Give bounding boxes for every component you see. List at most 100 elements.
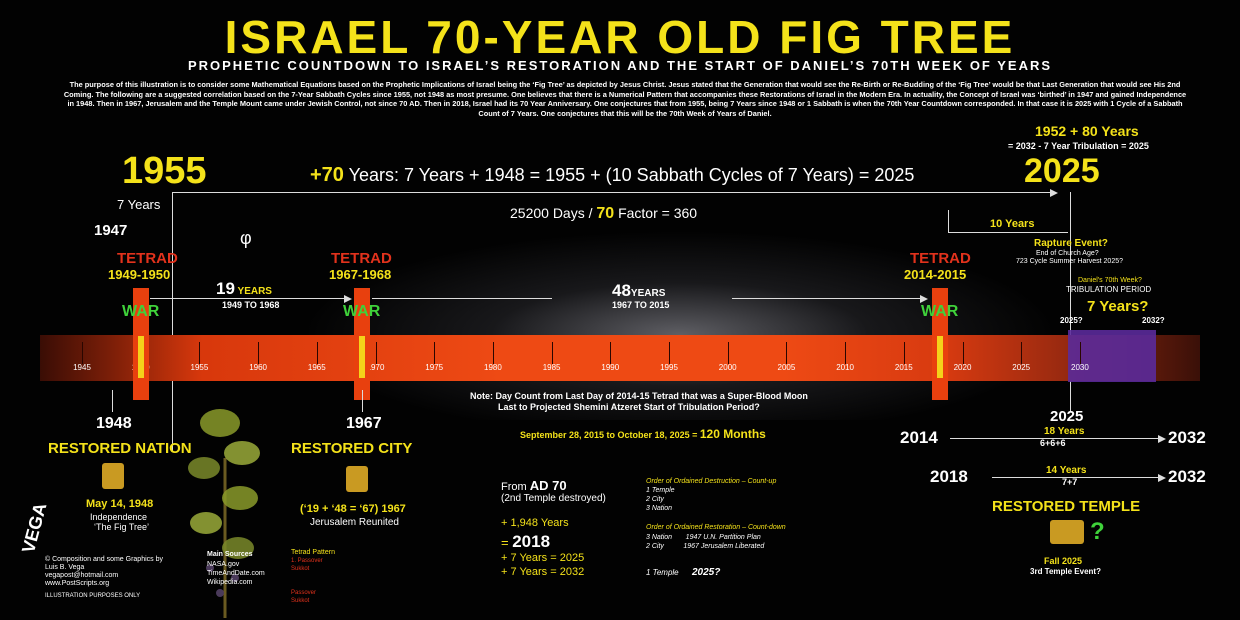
restoration-count: – Count-down [740, 524, 786, 531]
year-2014: 2014 [900, 428, 938, 447]
tribulation-period: TRIBULATION PERIOD [1066, 285, 1152, 294]
timeline-year-label: 1970 [366, 363, 385, 372]
destruction-1: 1 Temple [646, 487, 675, 494]
eighteen-years: 18 Years [1044, 426, 1085, 437]
rapture-label: Rapture Event? [1034, 238, 1108, 249]
span-19-unit: YEARS [234, 286, 272, 297]
temple-1: 1 Temple [646, 568, 679, 577]
plus-1948-years: + 1,948 Years [501, 517, 569, 529]
restored-nation-label: RESTORED NATION [48, 440, 192, 457]
note-line-1: Note: Day Count from Last Day of 2014-15… [470, 391, 808, 401]
tetrad-pattern-4: Sukkot [291, 598, 310, 604]
timeline-tick [316, 342, 318, 364]
timeline-year-label: 1990 [601, 363, 620, 372]
fourteen-years: 14 Years [1046, 465, 1087, 476]
destruction-title: Order of Ordained Destruction [646, 478, 740, 485]
year-2025-below: 2025 [1050, 408, 1084, 425]
timeline-year-label: 2030 [1070, 363, 1089, 372]
tetrad-1-label: TETRAD [117, 250, 178, 267]
span-19: 19 YEARS [216, 279, 272, 299]
span-48: 48YEARS [612, 281, 665, 301]
ad70-text: AD 70 [529, 478, 567, 493]
seven-seven: 7+7 [1062, 477, 1078, 487]
question-mark: ? [1090, 518, 1105, 545]
timeline-year-label: 2005 [777, 363, 796, 372]
timeline-tick [903, 342, 905, 364]
year-2025-drop-line [1070, 192, 1071, 412]
year-1948-label: 1948 [96, 415, 132, 432]
seventy-equation: +70 Years: 7 Years + 1948 = 1955 + (10 S… [310, 164, 914, 187]
tetrad-marker-1967 [354, 288, 370, 400]
source-1: NASA.gov [207, 561, 240, 568]
restoration-1: 3 Nation 1947 U.N. Partition Plan [646, 534, 761, 541]
vega-logo: VEGA [18, 500, 51, 556]
year-2025-heading: 2025 [1024, 152, 1100, 190]
span-48-line-right [732, 298, 922, 299]
timeline-year-label: 1955 [190, 363, 209, 372]
tetrad-pattern-2: Sukkot [291, 566, 310, 572]
formula-sub: = 2032 - 7 Year Tribulation = 2025 [1008, 141, 1149, 151]
year-1967-tick [362, 390, 363, 412]
tetrad-pattern-3: Passover [291, 590, 317, 596]
menorah-emblem-icon [102, 463, 124, 489]
arrow-2018-2032 [992, 477, 1160, 478]
sources-title: Main Sources [207, 551, 253, 558]
tetrad-marker-2015 [932, 288, 948, 400]
arrowhead-icon [1158, 435, 1166, 443]
timeline-year-label: 1985 [542, 363, 561, 372]
timeline-year-label: 2020 [953, 363, 972, 372]
timeline-tick [82, 342, 83, 364]
q-2025: 2025? [1060, 316, 1083, 325]
timeline-tick [492, 342, 494, 364]
plus-7-2032: + 7 Years = 2032 [501, 566, 585, 578]
year-1947-label: 1947 [94, 222, 128, 239]
timeline-year-label: 1975 [425, 363, 444, 372]
tetrad-3-label: TETRAD [910, 250, 971, 267]
fall-2025: Fall 2025 [1044, 556, 1083, 566]
war-2-label: WAR [343, 303, 381, 320]
timeline-tick [375, 342, 377, 364]
formula-1952-80: 1952 + 80 Years [1035, 123, 1139, 139]
span-19-sub: 1949 TO 1968 [222, 300, 280, 310]
arrowhead-icon [1050, 189, 1058, 197]
timeline-tick [610, 342, 612, 364]
credit-purpose: ILLUSTRATION PURPOSES ONLY [45, 593, 141, 599]
fig-tree-label: ‘The Fig Tree’ [94, 522, 150, 532]
timeline-year-label: 1980 [483, 363, 502, 372]
span-19-num: 19 [216, 279, 235, 298]
tetrad-2-years: 1967-1968 [329, 267, 392, 282]
restored-temple-label: RESTORED TEMPLE [992, 498, 1141, 515]
days-text: 25200 Days / [510, 205, 597, 221]
rapture-sub2: 723 Cycle Summer Harvest 2025? [1016, 258, 1123, 265]
timeline-tick [845, 342, 847, 364]
span-48-unit: YEARS [630, 288, 666, 299]
credit-line-2: Luis B. Vega [45, 564, 85, 571]
timeline-tick [962, 342, 964, 364]
span-48-num: 48 [612, 281, 631, 300]
jerusalem-reunited: Jerusalem Reunited [310, 517, 399, 528]
timeline-tick [669, 342, 670, 364]
factor-text: Factor = 360 [614, 205, 698, 221]
destruction-3: 3 Nation [646, 505, 673, 512]
intro-paragraph: The purpose of this illustration is to c… [63, 80, 1187, 118]
may-14-1948: May 14, 1948 [86, 498, 154, 510]
destruction-count: – Count-up [739, 478, 777, 485]
restored-city-label: RESTORED CITY [291, 440, 413, 457]
timeline-tick [258, 342, 260, 364]
span-48-line-left [372, 298, 552, 299]
tetrad-pattern-title: Tetrad Pattern [291, 549, 335, 556]
source-3: Wikipedia.com [207, 579, 253, 586]
destruction-2: 2 City [646, 496, 664, 503]
timeline-tick [551, 342, 553, 364]
ten-years-arrow-line [948, 232, 1068, 233]
credit-email: vegapost@hotmail.com [45, 572, 119, 579]
months-120: 120 Months [699, 427, 766, 441]
eq-2018: = 2018 [501, 532, 550, 552]
timeline-year-label: 1995 [660, 363, 678, 372]
restoration-title: Order of Ordained Restoration [646, 524, 741, 531]
months-count: September 28, 2015 to October 18, 2025 =… [520, 427, 766, 441]
year-1967-label: 1967 [346, 415, 382, 432]
timeline-bar [40, 335, 1200, 381]
timeline-year-label: 1945 [73, 363, 91, 372]
